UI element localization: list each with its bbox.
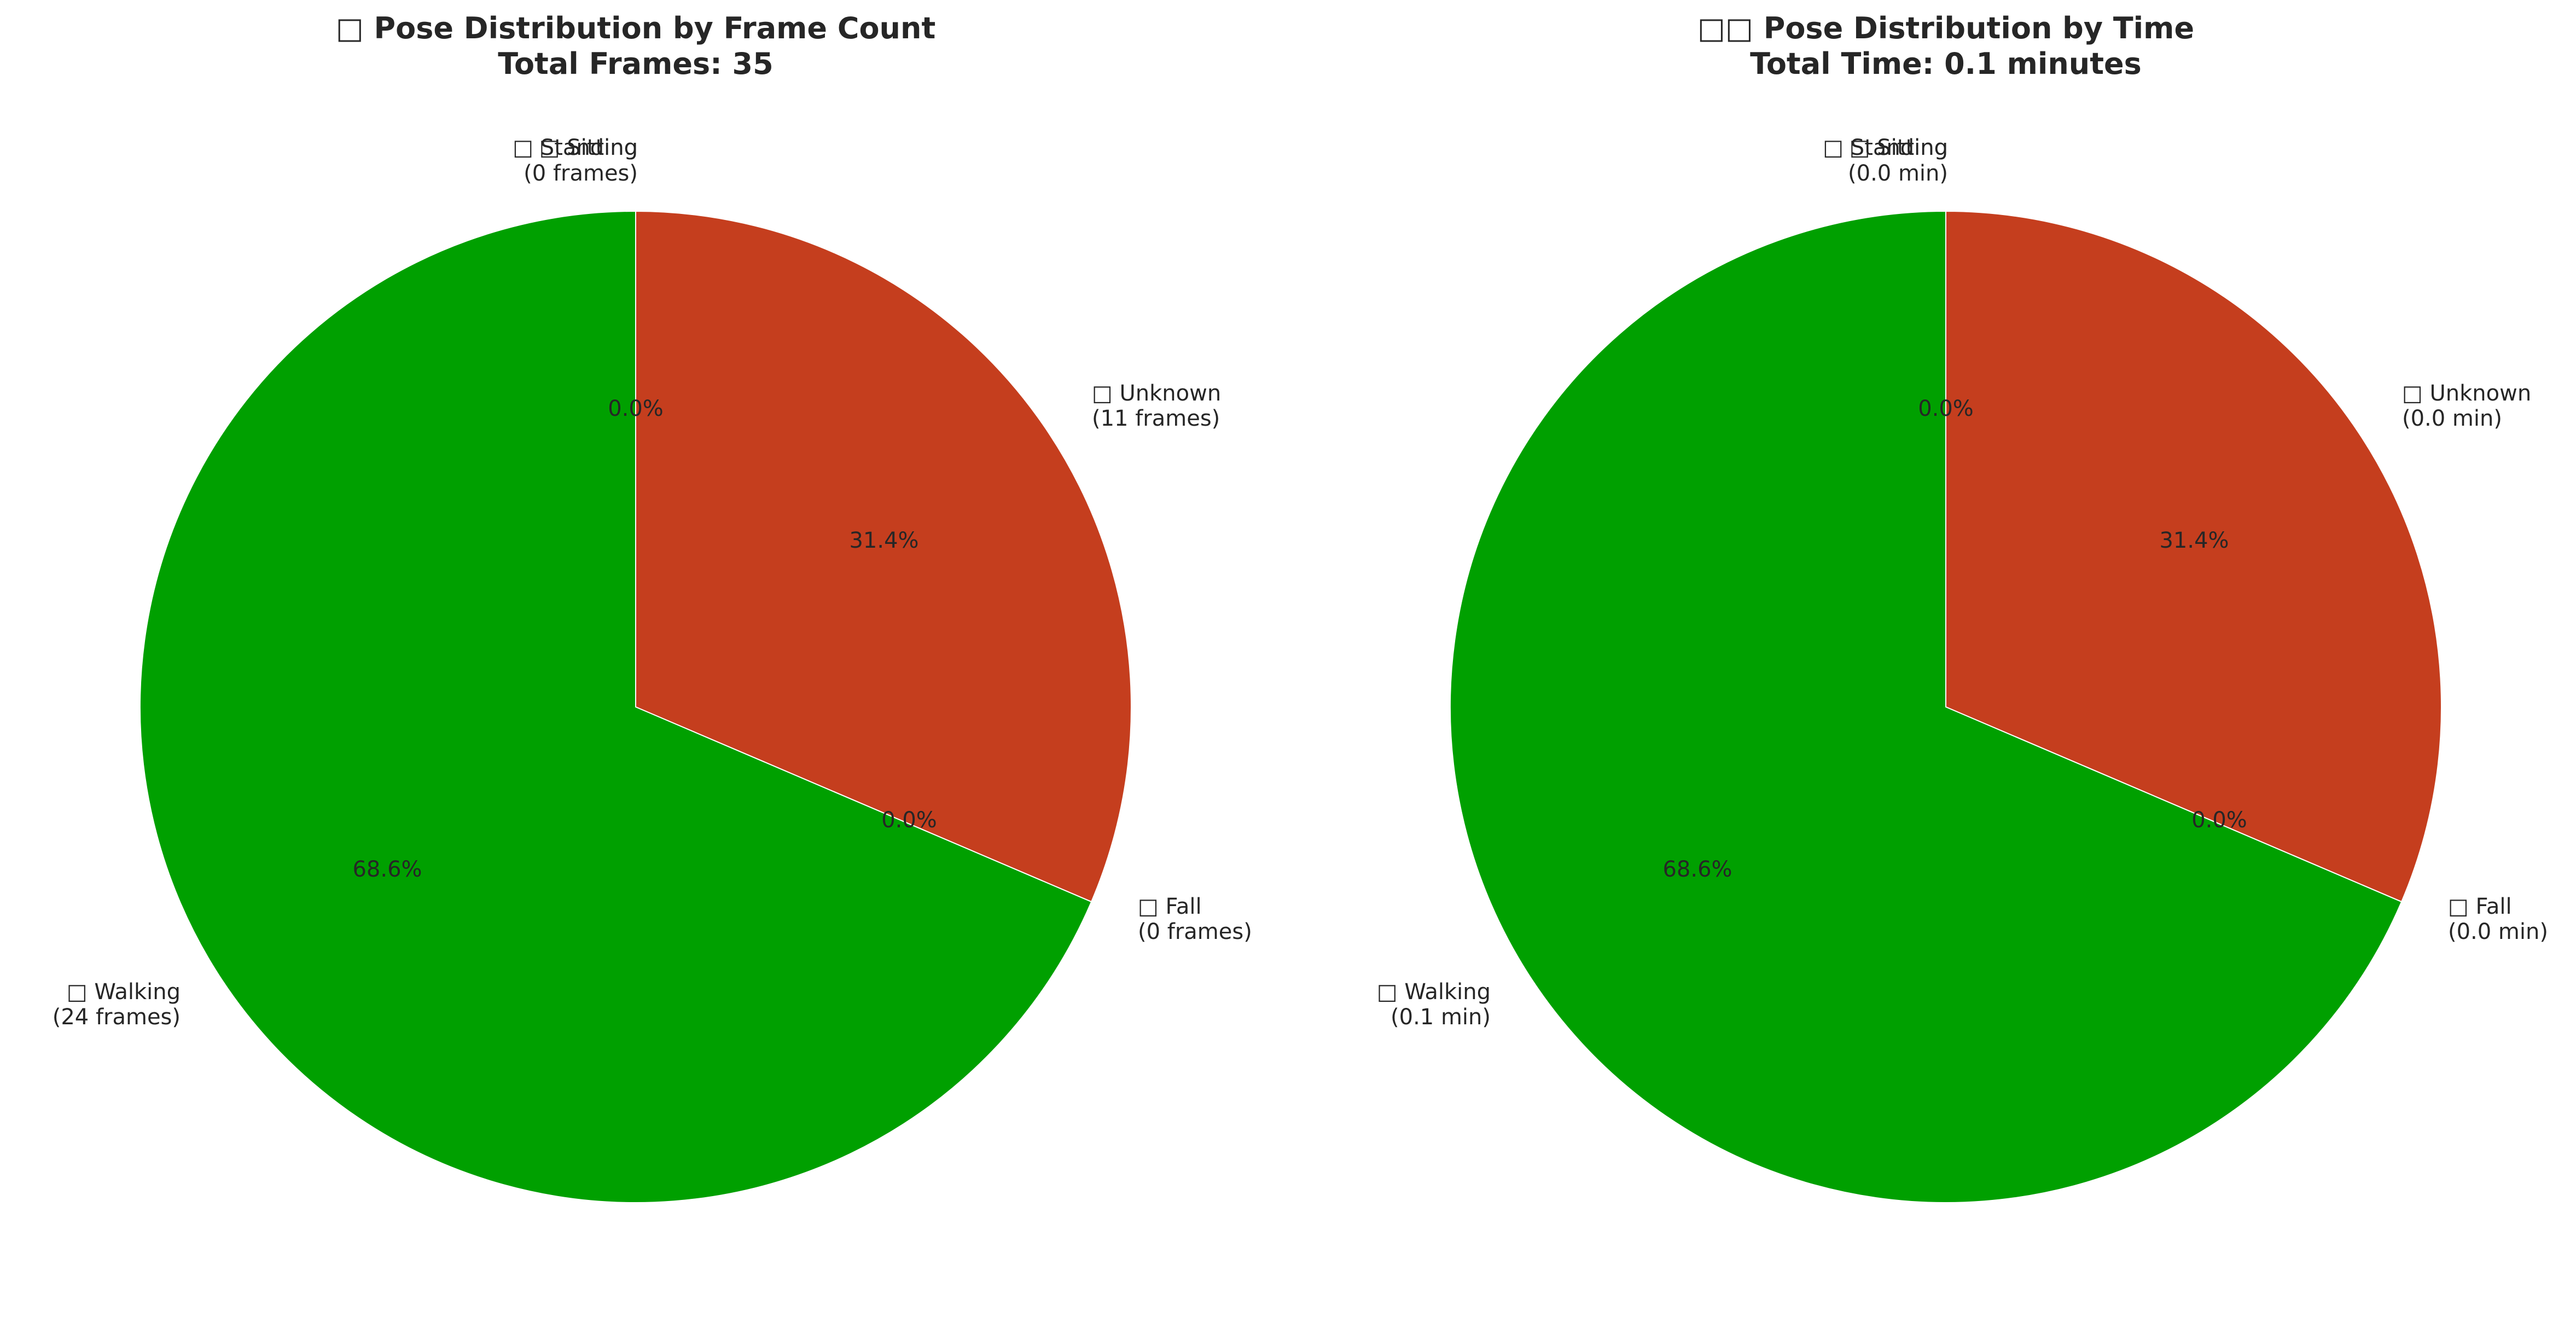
- slice-pct-fall: 0.0%: [2191, 808, 2247, 833]
- slice-detail-fall: (0.0 min): [2448, 919, 2548, 944]
- slice-detail-standing: (0.0 min): [1848, 161, 1948, 186]
- pie-slice-3: [139, 210, 1092, 1203]
- slice-detail-standing: (0 frames): [524, 161, 638, 186]
- pie-1-slices: [1450, 210, 2442, 1203]
- chart-title: □ Pose Distribution by Frame Count: [336, 11, 936, 45]
- slice-label-unknown: □ Unknown: [2402, 381, 2531, 406]
- chart-subtitle: Total Frames: 35: [498, 47, 773, 81]
- slice-label-fall: □ Fall: [2448, 894, 2512, 919]
- slice-label-fall: □ Fall: [1138, 894, 1202, 919]
- slice-label-unknown: □ Unknown: [1092, 381, 1221, 406]
- slice-pct-walking: 68.6%: [352, 857, 422, 882]
- slice-label-standing: □ Standing: [513, 135, 638, 160]
- chart-title: □□ Pose Distribution by Time: [1697, 11, 2194, 45]
- pie-slice-1: [635, 210, 1132, 903]
- slice-label-walking: □ Walking: [67, 979, 181, 1005]
- pie-slice-1: [1945, 210, 2442, 903]
- slice-label-sitting: □ Sitting: [539, 135, 638, 160]
- chart-subtitle: Total Time: 0.1 minutes: [1750, 47, 2142, 81]
- slice-pct-unknown: 31.4%: [849, 528, 918, 553]
- slice-detail-walking: (0.1 min): [1391, 1005, 1491, 1030]
- slice-label-standing: □ Standing: [1823, 135, 1948, 160]
- pie-0-slices: [139, 210, 1132, 1203]
- slice-pct-walking: 68.6%: [1662, 857, 1732, 882]
- pie-slice-3: [1450, 210, 2403, 1203]
- slice-pct-unknown: 31.4%: [2159, 528, 2229, 553]
- slice-pct-fall: 0.0%: [881, 808, 937, 833]
- slice-detail-unknown: (0.0 min): [2402, 406, 2502, 431]
- slice-detail-fall: (0 frames): [1138, 919, 1252, 944]
- slice-detail-walking: (24 frames): [53, 1005, 181, 1030]
- slice-label-sitting: □ Sitting: [1850, 135, 1948, 160]
- slice-label-walking: □ Walking: [1377, 979, 1491, 1005]
- slice-pct-standing: 0.0%: [608, 396, 664, 421]
- slice-pct-standing: 0.0%: [1918, 396, 1974, 421]
- pie-chart-frames: □ Pose Distribution by Frame Count Total…: [53, 11, 1252, 1203]
- slice-detail-unknown: (11 frames): [1092, 406, 1220, 431]
- pie-chart-time: □□ Pose Distribution by Time Total Time:…: [1377, 11, 2548, 1203]
